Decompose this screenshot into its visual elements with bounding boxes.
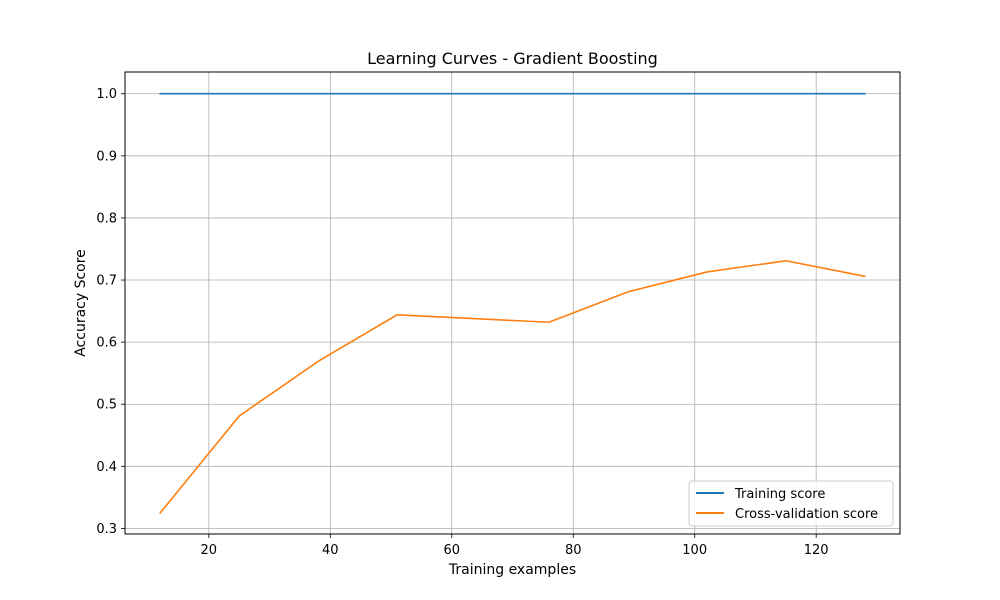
chart-title: Learning Curves - Gradient Boosting (367, 49, 658, 68)
x-tick-label: 80 (565, 543, 582, 558)
y-axis-ticks: 0.3 0.4 0.5 0.6 0.7 0.8 0.9 1.0 (96, 87, 125, 537)
legend-box (688, 480, 894, 527)
series-line-cross-validation-score (159, 259, 866, 515)
y-tick-label: 0.9 (96, 149, 117, 164)
y-tick-label: 0.8 (96, 211, 117, 226)
y-tick-label: 0.4 (96, 460, 117, 475)
x-tick-label: 60 (443, 543, 460, 558)
x-tick-label: 20 (201, 543, 218, 558)
x-tick-label: 100 (682, 543, 707, 558)
x-tick-label: 120 (804, 543, 829, 558)
x-axis-ticks: 20 40 60 80 100 120 (201, 534, 829, 558)
legend: Training score Cross-validation score (688, 480, 894, 527)
y-tick-label: 1.0 (96, 87, 117, 102)
y-tick-label: 0.3 (96, 522, 117, 537)
series-lines (159, 92, 866, 515)
y-tick-label: 0.7 (96, 274, 117, 289)
y-tick-label: 0.5 (96, 398, 117, 413)
x-tick-label: 40 (322, 543, 339, 558)
x-axis-label: Training examples (448, 562, 576, 578)
y-tick-label: 0.6 (96, 336, 117, 351)
y-axis-label: Accuracy Score (73, 249, 89, 357)
legend-label-cross-validation: Cross-validation score (735, 507, 878, 522)
legend-label-training: Training score (734, 487, 825, 502)
plot-area-frame (124, 71, 901, 535)
